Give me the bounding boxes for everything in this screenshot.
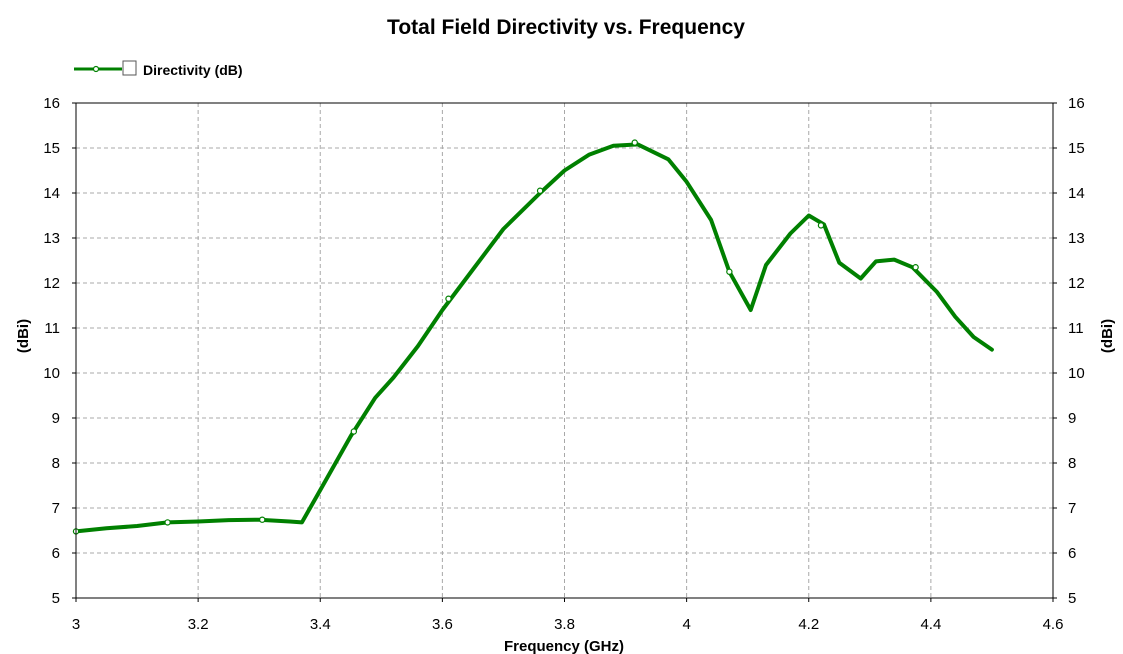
directivity-series-line <box>74 142 994 534</box>
y-tick-label-right: 9 <box>1068 410 1076 427</box>
data-point-marker <box>350 428 358 435</box>
data-point-marker <box>164 519 171 526</box>
data-point-marker <box>259 516 266 523</box>
x-tick-label: 3.2 <box>188 616 209 633</box>
x-tick-label: 4.6 <box>1043 616 1064 633</box>
y-tick-label-right: 8 <box>1068 455 1076 472</box>
y-tick-label-left: 15 <box>43 140 60 157</box>
chart-title: Total Field Directivity vs. Frequency <box>387 16 745 39</box>
y-tick-label-right: 12 <box>1068 275 1085 292</box>
x-tick-label: 3.6 <box>432 616 453 633</box>
legend-checkbox[interactable] <box>122 60 137 76</box>
x-axis-ticks: 3 3.2 3.4 3.6 3.8 4 4.2 4.4 4.6 <box>72 598 1064 633</box>
y-tick-label-right: 10 <box>1068 365 1085 382</box>
y-tick-label-right: 7 <box>1068 500 1076 517</box>
y-tick-label-left: 5 <box>52 590 60 607</box>
y-axis-title-right: (dBi) <box>1099 319 1116 353</box>
data-point-marker <box>912 264 919 271</box>
y-tick-label-left: 11 <box>44 320 60 337</box>
grid-lines <box>76 103 1053 598</box>
legend-label: Directivity (dB) <box>143 62 243 78</box>
y-tick-label-right: 13 <box>1068 230 1085 247</box>
y-tick-label-right: 11 <box>1068 320 1084 337</box>
legend-marker <box>92 65 100 73</box>
data-point-marker <box>631 139 638 146</box>
series-layer <box>72 139 994 535</box>
y-tick-label-right: 16 <box>1068 95 1085 112</box>
y-tick-label-left: 6 <box>52 545 60 562</box>
y-tick-label-left: 8 <box>52 455 60 472</box>
x-tick-label: 3.4 <box>310 616 331 633</box>
y-tick-label-right: 5 <box>1068 590 1076 607</box>
y-tick-label-right: 15 <box>1068 140 1085 157</box>
y-tick-label-right: 6 <box>1068 545 1076 562</box>
x-tick-label: 4 <box>682 616 690 633</box>
y-tick-label-left: 13 <box>43 230 60 247</box>
y-tick-label-left: 7 <box>52 500 60 517</box>
data-point-marker <box>536 187 544 194</box>
x-tick-label: 3 <box>72 616 80 633</box>
data-point-marker <box>445 295 452 302</box>
y-tick-label-right: 14 <box>1068 185 1085 202</box>
data-point-marker <box>817 222 825 229</box>
y-tick-label-left: 9 <box>52 410 60 427</box>
legend: Directivity (dB) <box>74 60 243 78</box>
x-tick-label: 4.2 <box>798 616 819 633</box>
y-axis-right-ticks: 5 6 7 8 9 10 11 12 13 14 15 16 <box>1053 95 1085 607</box>
y-tick-label-left: 10 <box>43 365 60 382</box>
x-tick-label: 4.4 <box>920 616 941 633</box>
y-axis-left-ticks: 5 6 7 8 9 10 11 12 13 14 15 16 <box>43 95 76 607</box>
y-tick-label-left: 12 <box>43 275 60 292</box>
y-tick-label-left: 16 <box>43 95 60 112</box>
y-tick-label-left: 14 <box>43 185 60 202</box>
data-point-marker <box>726 268 733 275</box>
x-tick-label: 3.8 <box>554 616 575 633</box>
x-axis-title: Frequency (GHz) <box>504 638 624 654</box>
y-axis-title-left: (dBi) <box>15 319 32 353</box>
